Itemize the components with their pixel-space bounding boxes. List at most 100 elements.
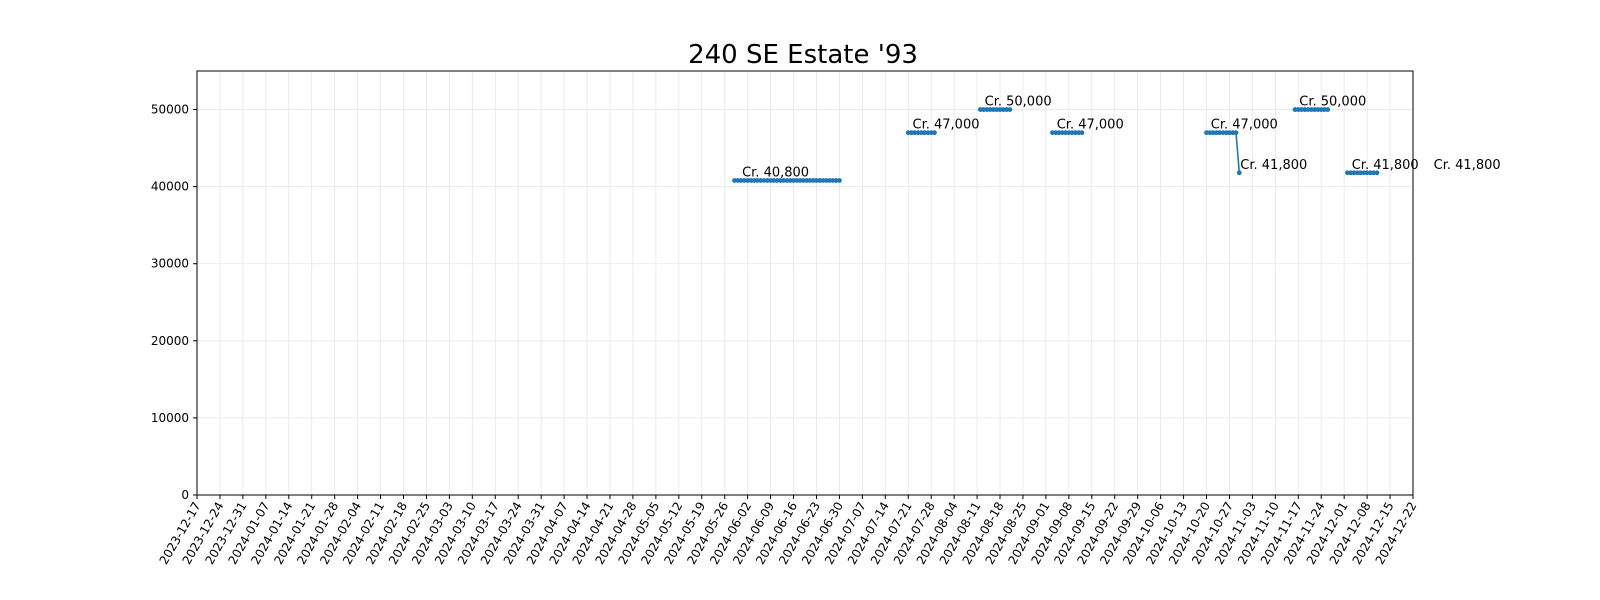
y-tick-label: 20000: [151, 334, 189, 348]
data-point: [1007, 107, 1013, 112]
data-point: [1299, 107, 1304, 112]
data-label: Cr. 50,000: [1299, 95, 1366, 110]
series-line: [732, 107, 1432, 183]
data-label: Cr. 41,800: [1352, 158, 1419, 173]
y-axis: 0 10000 20000 30000 40000 50000: [151, 103, 197, 502]
data-point: [755, 178, 760, 183]
data-point: [800, 178, 806, 183]
data-point: [1302, 107, 1308, 112]
data-point: [810, 178, 816, 183]
data-point: [787, 178, 793, 183]
grid: [196, 71, 1414, 496]
data-point: [1236, 170, 1242, 176]
data-point: [1427, 170, 1432, 175]
data-point: [997, 107, 1003, 112]
data-point: [915, 130, 921, 136]
data-point: [909, 130, 914, 136]
data-point: [1371, 170, 1377, 176]
data-point: [1227, 130, 1232, 136]
data-point: [797, 178, 803, 183]
data-label: Cr. 40,800: [742, 165, 809, 180]
data-point: [830, 178, 836, 183]
data-point: [994, 107, 1000, 112]
data-point: [1004, 107, 1009, 112]
data-point: [1230, 130, 1236, 136]
data-label: Cr. 50,000: [985, 95, 1052, 110]
annotations: Cr. 40,800 Cr. 47,000 Cr. 50,000 Cr. 47,000…: [742, 95, 1501, 181]
data-label: Cr. 41,800: [1240, 158, 1307, 173]
data-point: [741, 178, 747, 183]
y-tick-label: 0: [181, 488, 189, 502]
data-point: [814, 178, 819, 183]
data-point: [912, 130, 918, 136]
data-point: [804, 178, 810, 183]
data-point: [1308, 107, 1314, 112]
data-point: [1217, 130, 1223, 136]
data-point: [1315, 107, 1321, 112]
data-point: [771, 178, 777, 183]
data-point: [758, 178, 764, 183]
data-point: [833, 178, 839, 183]
data-point: [735, 178, 741, 183]
data-point: [823, 178, 829, 183]
data-point: [922, 130, 928, 136]
data-point: [1322, 107, 1327, 112]
y-tick-label: 10000: [151, 411, 189, 425]
data-point: [1325, 107, 1331, 112]
plot-area: [196, 70, 1414, 496]
data-point: [827, 178, 832, 183]
data-point: [1053, 130, 1059, 136]
series-line-segment: [1206, 131, 1241, 173]
data-point: [1059, 130, 1065, 136]
data-point: [1063, 130, 1068, 136]
data-label: Cr. 47,000: [913, 118, 980, 133]
chart-title: 240 SE Estate '93: [688, 40, 918, 70]
data-point: [774, 178, 780, 183]
data-point: [1351, 170, 1357, 176]
y-tick-label: 50000: [151, 103, 189, 117]
data-point: [1076, 130, 1082, 136]
data-point: [778, 178, 783, 183]
data-label: Cr. 47,000: [1057, 118, 1124, 133]
data-point: [1312, 107, 1318, 112]
data-point: [817, 178, 823, 183]
data-point: [1374, 170, 1380, 176]
data-point: [984, 107, 990, 112]
data-label: Cr. 47,000: [1211, 118, 1278, 133]
data-point: [837, 178, 842, 183]
y-tick-label: 30000: [151, 257, 189, 271]
data-point: [1358, 170, 1363, 176]
data-point: [1295, 107, 1301, 112]
data-point: [1345, 170, 1350, 176]
data-point: [791, 178, 796, 183]
data-point: [1210, 130, 1216, 136]
data-point: [745, 178, 751, 183]
data-point: [991, 107, 996, 112]
data-point: [784, 178, 790, 183]
data-point: [1050, 130, 1055, 136]
data-point: [977, 107, 983, 112]
data-point: [932, 130, 937, 136]
data-point: [768, 178, 773, 183]
data-point: [1073, 130, 1078, 136]
data-point: [1220, 130, 1226, 136]
data-point: [1364, 170, 1370, 176]
data-point: [1204, 130, 1209, 136]
data-point: [761, 178, 767, 183]
data-point: [981, 107, 987, 112]
data-label: Cr. 41,800: [1434, 158, 1501, 173]
data-point: [928, 130, 934, 136]
data-point: [1079, 130, 1085, 136]
data-point: [1367, 170, 1373, 176]
data-point: [925, 130, 931, 136]
data-point: [1233, 130, 1239, 136]
data-point: [732, 178, 737, 183]
y-tick-label: 40000: [151, 180, 189, 194]
data-point: [1066, 130, 1072, 136]
data-point: [1213, 130, 1219, 136]
x-axis: 2023-12-172023-12-242023-12-312024-01-07…: [157, 495, 1420, 567]
data-point: [748, 178, 754, 183]
data-point: [1354, 170, 1360, 176]
